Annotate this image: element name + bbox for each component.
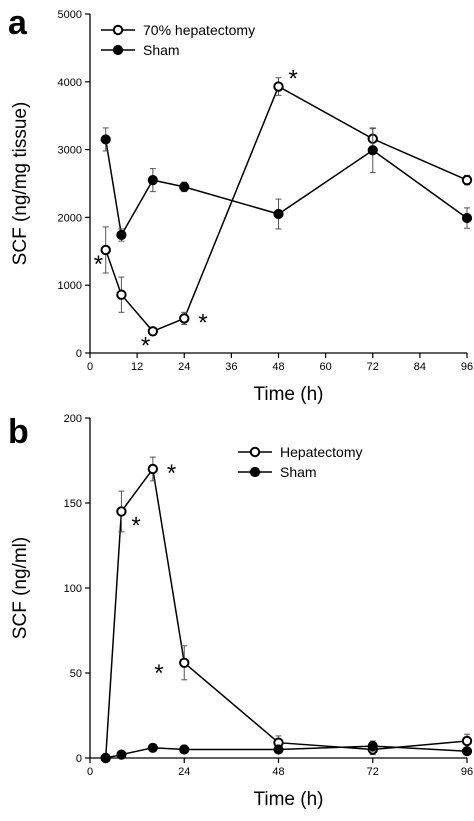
significance-star: * <box>289 66 298 93</box>
panel-label: a <box>8 4 28 42</box>
legend-marker <box>249 446 261 458</box>
data-point <box>116 749 127 760</box>
data-point <box>100 244 111 256</box>
data-point <box>273 744 284 755</box>
y-tick-label: 150 <box>64 498 82 510</box>
y-tick-label: 1000 <box>58 280 82 292</box>
legend-marker <box>112 44 124 56</box>
x-tick-label: 48 <box>272 361 284 373</box>
data-point <box>147 326 159 337</box>
x-tick-label: 0 <box>87 361 93 373</box>
legend: 70% hepatectomy Sham <box>101 22 255 58</box>
legend-marker <box>249 466 261 478</box>
data-point <box>116 289 127 300</box>
x-tick-label: 24 <box>178 361 190 373</box>
series-open <box>100 456 473 764</box>
panel-a: a 0 12 24 36 48 60 72 84 96 0 1000 2000 3000 4000 5000 T… <box>8 4 473 405</box>
x-tick-label: 12 <box>131 361 143 373</box>
x-tick-label: 0 <box>87 766 93 778</box>
data-point <box>116 229 127 241</box>
data-point <box>367 145 378 156</box>
data-point <box>461 174 473 186</box>
series-filled <box>100 127 473 242</box>
x-tick-label: 96 <box>461 766 473 778</box>
y-tick-label: 0 <box>76 348 82 360</box>
x-tick-label: 84 <box>414 361 426 373</box>
data-point <box>100 752 111 764</box>
data-point <box>461 735 473 747</box>
x-tick-label: 60 <box>320 361 332 373</box>
significance-star: * <box>94 251 103 278</box>
data-point <box>179 657 190 668</box>
significance-star: * <box>198 309 207 336</box>
y-axis-label: SCF (ng/ml) <box>10 537 31 639</box>
significance-star: * <box>167 460 176 487</box>
x-tick-label: 96 <box>461 361 473 373</box>
x-axis-label: Time (h) <box>253 384 323 405</box>
data-point <box>273 208 284 220</box>
series-line <box>105 745 468 759</box>
y-tick-label: 100 <box>64 583 82 595</box>
x-tick-label: 48 <box>272 766 284 778</box>
significance-star: * <box>154 660 163 687</box>
y-tick-label: 5000 <box>58 9 82 21</box>
y-tick-label: 0 <box>76 753 82 765</box>
y-tick-label: 50 <box>70 668 82 680</box>
series-line <box>104 139 468 238</box>
significance-star: * <box>141 332 150 359</box>
x-axis-label: Time (h) <box>253 789 323 810</box>
data-point <box>179 744 190 755</box>
panel-b: b 0 24 48 72 96 0 50 100 150 200 Time (h) SCF (ng/ml… <box>8 413 473 810</box>
legend-label: Sham <box>280 464 317 480</box>
data-point <box>461 212 473 224</box>
x-tick-label: 72 <box>367 766 379 778</box>
data-point <box>179 313 190 324</box>
y-tick-label: 2000 <box>58 212 82 224</box>
significance-star: * <box>131 513 140 540</box>
data-point <box>100 134 111 145</box>
x-tick-label: 36 <box>225 361 237 373</box>
panel-label: b <box>8 413 29 451</box>
data-point <box>147 742 158 753</box>
y-tick-label: 3000 <box>58 145 82 157</box>
x-tick-label: 24 <box>178 766 190 778</box>
legend-label: Sham <box>143 42 180 58</box>
legend-label: Hepatectomy <box>280 444 362 460</box>
series-open <box>100 77 473 337</box>
data-point <box>147 175 158 186</box>
y-tick-label: 200 <box>64 413 82 425</box>
data-point <box>147 463 159 475</box>
series-line <box>104 467 468 759</box>
data-point <box>367 741 378 752</box>
series-filled <box>100 740 473 764</box>
data-point <box>273 81 284 92</box>
data-point <box>461 746 473 757</box>
y-axis-label: SCF (ng/mg tissue) <box>10 102 31 266</box>
y-tick-label: 4000 <box>58 77 82 89</box>
legend: Hepatectomy Sham <box>238 444 362 480</box>
data-point <box>116 506 127 517</box>
legend-marker <box>112 24 124 36</box>
data-point <box>179 181 190 192</box>
legend-label: 70% hepatectomy <box>143 22 255 38</box>
x-tick-label: 72 <box>367 361 379 373</box>
